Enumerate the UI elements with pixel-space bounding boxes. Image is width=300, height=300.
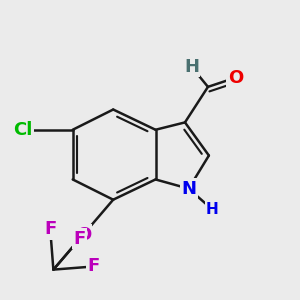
Text: O: O: [228, 69, 243, 87]
Text: F: F: [88, 257, 100, 275]
Text: N: N: [181, 180, 196, 198]
Text: H: H: [206, 202, 218, 217]
Text: O: O: [76, 226, 91, 244]
Text: F: F: [74, 230, 86, 248]
Text: Cl: Cl: [13, 121, 33, 139]
Text: H: H: [184, 58, 199, 76]
Text: F: F: [44, 220, 56, 238]
